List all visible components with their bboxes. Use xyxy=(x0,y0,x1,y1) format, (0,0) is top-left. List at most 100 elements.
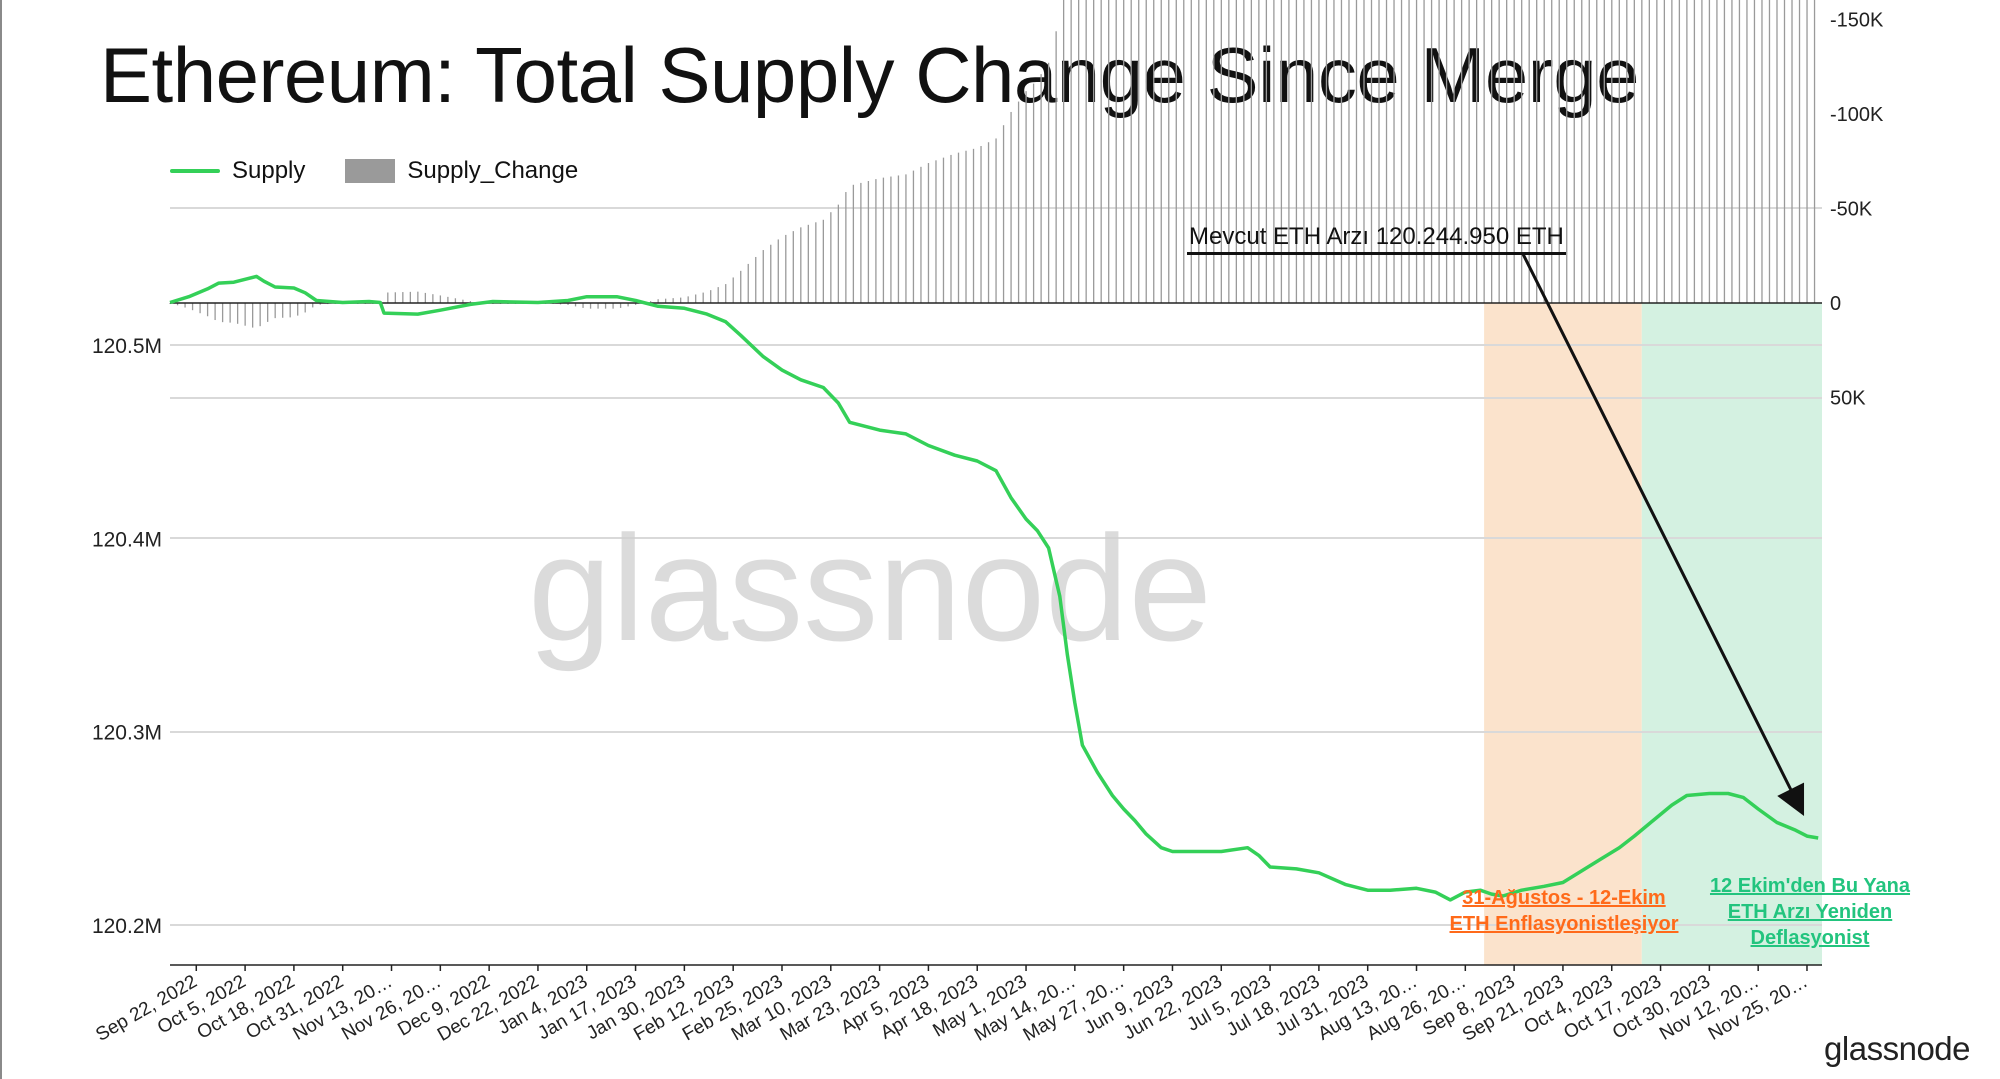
supply-change-bar-115 xyxy=(1032,83,1035,303)
left-tick-label: 120.3M xyxy=(92,722,162,745)
supply-change-bar-155 xyxy=(1333,0,1335,303)
frame-border xyxy=(0,0,2,1079)
supply-change-bar-68 xyxy=(680,297,682,303)
legend-item-supply-change[interactable]: Supply_Change xyxy=(345,157,578,185)
legend-swatch-supply xyxy=(170,169,220,173)
supply-change-bar-195 xyxy=(1633,0,1635,304)
left-axis-ticks: 120.2M 120.3M 120.4M 120.5M xyxy=(92,335,162,938)
supply-change-bar-109 xyxy=(987,142,990,303)
supply-change-bar-110 xyxy=(995,138,997,303)
supply-change-bar-167 xyxy=(1423,0,1425,304)
supply-change-bar-62 xyxy=(634,303,637,305)
supply-change-bar-40 xyxy=(469,301,472,303)
arrow-line xyxy=(1521,253,1805,817)
supply-change-bar-10 xyxy=(244,303,246,326)
supply-change-bar-156 xyxy=(1340,0,1343,304)
supply-change-bar-188 xyxy=(1581,0,1583,304)
supply-change-bar-118 xyxy=(1055,31,1057,303)
supply-change-bar-189 xyxy=(1588,0,1590,304)
supply-change-bar-66 xyxy=(665,298,667,303)
supply-change-bar-200 xyxy=(1671,0,1673,303)
supply-change-bar-143 xyxy=(1243,0,1245,304)
supply-change-bar-131 xyxy=(1153,0,1155,304)
supply-change-bar-133 xyxy=(1168,0,1170,304)
supply-change-bar-127 xyxy=(1123,0,1125,303)
supply-change-bar-134 xyxy=(1175,0,1177,303)
supply-change-bar-121 xyxy=(1078,0,1080,303)
supply-change-bar-16 xyxy=(289,303,291,318)
supply-change-bar-214 xyxy=(1776,0,1778,303)
supply-change-bar-37 xyxy=(447,296,449,303)
supply-change-bar-1 xyxy=(176,303,179,306)
supply-change-bar-13 xyxy=(267,303,269,322)
supply-change-bar-179 xyxy=(1513,0,1515,303)
legend-label-supply-change: Supply_Change xyxy=(407,157,579,184)
supply-change-bar-157 xyxy=(1348,0,1350,303)
supply-change-bar-69 xyxy=(687,296,689,303)
supply-change-bar-164 xyxy=(1400,0,1403,303)
supply-change-bar-57 xyxy=(597,303,599,309)
supply-change-bar-213 xyxy=(1768,0,1771,303)
supply-change-bar-55 xyxy=(582,303,584,308)
supply-change-bar-20 xyxy=(319,303,321,305)
supply-change-bar-176 xyxy=(1491,0,1493,304)
right-tick-label: 0 xyxy=(1830,293,1841,315)
supply-change-bar-169 xyxy=(1438,0,1440,304)
supply-change-bar-162 xyxy=(1385,0,1388,303)
supply-change-bar-75 xyxy=(732,277,734,303)
supply-change-bar-146 xyxy=(1265,0,1268,303)
supply-change-bar-60 xyxy=(619,303,622,308)
supply-change-bar-151 xyxy=(1303,0,1305,303)
supply-change-bar-210 xyxy=(1746,0,1748,303)
right-tick-label: -150K xyxy=(1830,9,1884,31)
supply-change-bar-3 xyxy=(191,303,194,311)
supply-change-bar-11 xyxy=(252,303,254,328)
brand-logo: glassnode xyxy=(1824,1030,1970,1067)
legend-item-supply[interactable]: Supply xyxy=(170,157,305,185)
supply-change-bar-64 xyxy=(649,301,652,303)
supply-change-bar-194 xyxy=(1626,0,1628,303)
supply-change-bar-58 xyxy=(604,303,607,309)
supply-change-bar-56 xyxy=(589,303,592,309)
supply-change-bar-140 xyxy=(1220,0,1222,303)
annotation-inflation-line2: ETH Enflasyonistleşiyor xyxy=(1449,913,1679,935)
supply-change-bar-79 xyxy=(762,250,764,303)
supply-change-bar-170 xyxy=(1445,0,1448,303)
supply-change-bar-173 xyxy=(1468,0,1470,303)
supply-change-bar-198 xyxy=(1656,0,1658,304)
supply-change-bar-101 xyxy=(927,163,930,303)
supply-change-bar-208 xyxy=(1731,0,1733,304)
supply-change-bar-65 xyxy=(657,299,659,303)
supply-change-bar-145 xyxy=(1258,0,1260,303)
supply-change-bar-207 xyxy=(1723,0,1726,303)
supply-change-bar-84 xyxy=(800,227,802,303)
supply-change-bar-31 xyxy=(402,292,404,303)
legend-label-supply: Supply xyxy=(232,157,306,184)
supply-change-bar-193 xyxy=(1618,0,1620,304)
supply-change-bar-71 xyxy=(702,292,704,303)
supply-change-bar-166 xyxy=(1415,0,1418,303)
supply-change-bar-190 xyxy=(1596,0,1598,304)
supply-change-bar-17 xyxy=(297,303,299,316)
supply-change-bar-132 xyxy=(1160,0,1162,304)
supply-line xyxy=(169,274,1819,902)
supply-change-bar-136 xyxy=(1190,0,1192,303)
supply-change-bar-205 xyxy=(1708,0,1711,303)
supply-change-bar-178 xyxy=(1506,0,1508,303)
supply-change-bar-103 xyxy=(942,157,945,303)
supply-change-bar-29 xyxy=(387,292,389,303)
supply-change-bar-203 xyxy=(1693,0,1696,303)
supply-change-bar-219 xyxy=(1813,0,1816,303)
supply-change-bar-2 xyxy=(184,303,186,308)
supply-change-bar-165 xyxy=(1408,0,1410,303)
supply-change-bar-76 xyxy=(740,270,742,303)
supply-change-bar-153 xyxy=(1318,0,1320,303)
supply-change-bar-128 xyxy=(1130,0,1132,303)
supply-change-bar-135 xyxy=(1183,0,1185,303)
supply-change-bar-181 xyxy=(1528,0,1530,303)
supply-change-bar-8 xyxy=(229,303,231,323)
supply-change-bar-4 xyxy=(199,303,201,314)
supply-change-bar-67 xyxy=(672,298,674,303)
supply-change-bar-74 xyxy=(725,284,727,303)
supply-change-bar-192 xyxy=(1611,0,1613,304)
